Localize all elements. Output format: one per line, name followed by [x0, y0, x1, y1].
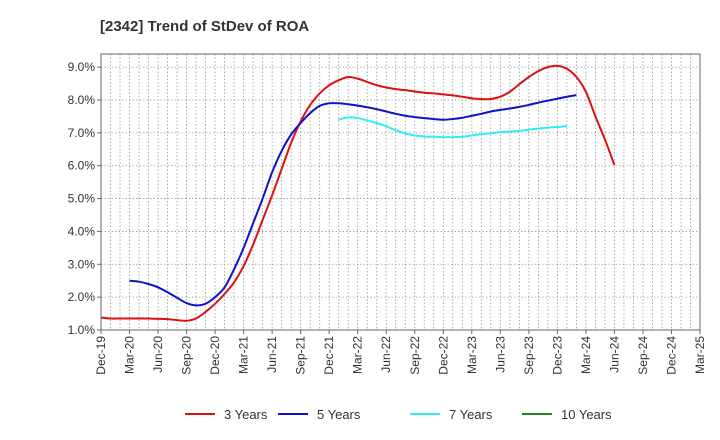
axis-frame	[100, 53, 701, 331]
y-tick-label: 6.0%	[68, 159, 96, 173]
x-tick-label: Dec-21	[322, 336, 336, 375]
x-tick-label: Jun-20	[151, 336, 165, 373]
legend: 3 Years 5 Years 7 Years 10 Years	[185, 407, 612, 422]
x-tick-label: Dec-19	[94, 336, 108, 375]
legend-label-7-years: 7 Years	[449, 407, 493, 422]
x-tick-label: Mar-20	[123, 336, 137, 374]
y-tick-label: 2.0%	[68, 290, 96, 304]
y-tick-label: 9.0%	[68, 60, 96, 74]
chart-title: [2342] Trend of StDev of ROA	[100, 18, 309, 35]
legend-label-3-years: 3 Years	[224, 407, 268, 422]
legend-label-10-years: 10 Years	[561, 407, 612, 422]
y-tick-label: 4.0%	[68, 224, 96, 238]
y-tick-label: 1.0%	[68, 323, 96, 337]
y-tick-label: 7.0%	[68, 126, 96, 140]
y-tick-label: 8.0%	[68, 93, 96, 107]
y-tick-label: 5.0%	[68, 192, 96, 206]
y-tick-label: 3.0%	[68, 257, 96, 271]
x-tick-label: Dec-24	[664, 336, 678, 375]
x-tick-label: Jun-24	[607, 336, 621, 373]
x-tick-label: Sep-22	[408, 336, 422, 375]
plot-background	[101, 54, 700, 330]
series-line-3-years	[100, 64, 616, 322]
plot-border	[100, 53, 701, 331]
x-tick-label: Jun-22	[379, 336, 393, 373]
x-tick-label: Sep-24	[636, 336, 650, 375]
x-tick-label: Sep-23	[522, 336, 536, 375]
legend-label-5-years: 5 Years	[317, 407, 361, 422]
x-tick-label: Mar-22	[351, 336, 365, 374]
series-line-7-years	[338, 116, 567, 139]
x-tick-label: Mar-24	[579, 336, 593, 374]
x-tick-label: Sep-21	[294, 336, 308, 375]
x-tick-label: Sep-20	[180, 336, 194, 375]
x-tick-label: Mar-25	[693, 336, 707, 374]
x-tick-label: Mar-23	[465, 336, 479, 374]
x-tick-label: Dec-23	[550, 336, 564, 375]
x-tick-label: Mar-21	[237, 336, 251, 374]
series-layer	[100, 64, 616, 322]
x-tick-label: Dec-22	[436, 336, 450, 375]
x-tick-label: Jun-21	[265, 336, 279, 373]
x-tick-label: Dec-20	[208, 336, 222, 375]
x-axis: Dec-19 Mar-20 Jun-20 Sep-20 Dec-20 Mar-21 Jun-…	[94, 330, 707, 375]
series-line-5-years	[129, 94, 577, 307]
gridlines	[101, 54, 700, 331]
plot-area	[101, 54, 700, 330]
x-tick-label: Jun-23	[493, 336, 507, 373]
y-axis: 1.0% 2.0% 3.0% 4.0% 5.0% 6.0% 7.0% 8.0% 9.0%	[68, 60, 101, 337]
